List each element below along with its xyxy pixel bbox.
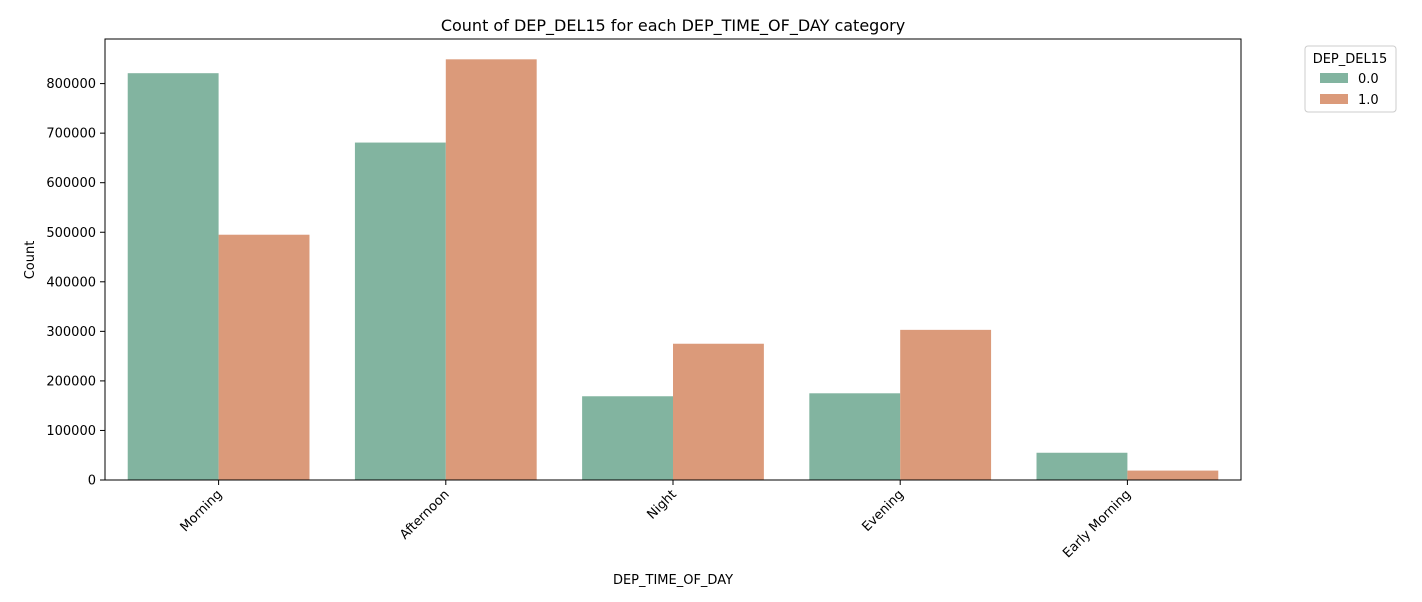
y-tick-label: 300000 xyxy=(46,325,96,340)
y-tick-label: 600000 xyxy=(46,176,96,191)
y-tick-label: 200000 xyxy=(46,374,96,389)
bar-evening-series-0 xyxy=(809,393,901,480)
y-axis-label: Count xyxy=(23,241,38,280)
x-axis: Morning Afternoon Night Evening Early Mornin… xyxy=(178,480,1134,561)
y-axis: 0 100000 200000 300000 400000 500000 600000 700… xyxy=(46,77,105,489)
x-tick-label: Early Morning xyxy=(1060,487,1134,561)
bar-afternoon-series-0 xyxy=(354,142,446,480)
y-tick-label: 800000 xyxy=(46,77,96,92)
bar-afternoon-series-1 xyxy=(445,59,537,480)
bars xyxy=(127,59,1219,480)
x-tick-label: Night xyxy=(645,487,680,522)
legend-title: DEP_DEL15 xyxy=(1313,52,1388,67)
legend-swatch-0 xyxy=(1320,73,1348,83)
y-tick-label: 0 xyxy=(88,474,96,489)
bar-morning-series-0 xyxy=(127,73,219,480)
x-tick-label: Evening xyxy=(859,487,907,535)
legend-swatch-1 xyxy=(1320,94,1348,104)
y-tick-label: 700000 xyxy=(46,127,96,142)
plot-area xyxy=(104,38,1242,481)
x-tick-label: Afternoon xyxy=(397,487,452,542)
legend: DEP_DEL15 0.0 1.0 xyxy=(1304,45,1397,113)
bar-early-morning-series-1 xyxy=(1127,470,1219,480)
x-axis-label: DEP_TIME_OF_DAY xyxy=(613,573,733,588)
legend-label-1: 1.0 xyxy=(1358,93,1379,108)
bar-morning-series-1 xyxy=(218,234,310,480)
x-tick-label: Morning xyxy=(178,487,226,535)
bar-night-series-1 xyxy=(673,343,764,480)
y-tick-label: 100000 xyxy=(46,424,96,439)
legend-label-0: 0.0 xyxy=(1358,72,1379,87)
bar-early-morning-series-0 xyxy=(1036,452,1128,480)
y-tick-label: 400000 xyxy=(46,275,96,290)
chart-title: Count of DEP_DEL15 for each DEP_TIME_OF_… xyxy=(441,16,905,36)
bar-night-series-0 xyxy=(582,396,673,480)
y-tick-label: 500000 xyxy=(46,226,96,241)
bar-evening-series-1 xyxy=(900,329,992,480)
